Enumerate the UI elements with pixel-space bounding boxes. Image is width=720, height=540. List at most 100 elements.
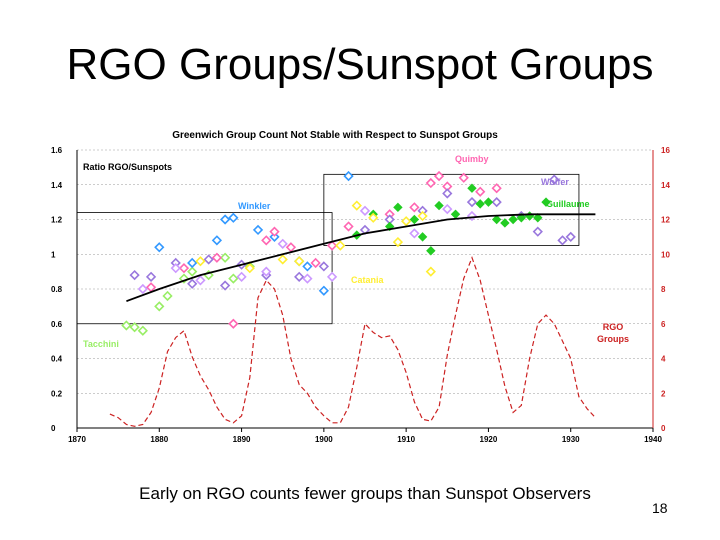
observer-label-quimby: Quimby (455, 154, 489, 164)
right-tick-label: 16 (661, 146, 670, 155)
point-winkler (154, 242, 165, 253)
x-tick-label: 1900 (315, 435, 333, 444)
point-catania (195, 256, 206, 267)
observer-label-wolfer: Wolfer (541, 177, 569, 187)
point-guillaume (417, 232, 428, 242)
point-winkler (211, 235, 223, 246)
x-tick-label: 1930 (562, 435, 580, 444)
point-quimby (425, 177, 436, 189)
point-winkler (269, 231, 280, 243)
point-winkler (219, 214, 231, 225)
rgo-groups-series (109, 256, 596, 427)
gridlines (77, 149, 653, 429)
point-other (302, 273, 313, 284)
point-wolfer (294, 271, 305, 282)
slide-caption: Early on RGO counts fewer groups than Su… (139, 484, 591, 503)
right-tick-label: 8 (661, 285, 666, 294)
point-winkler (318, 285, 329, 296)
point-wolfer (565, 231, 576, 243)
point-quimby (433, 170, 445, 182)
chart-title: Greenwich Group Count Not Stable with Re… (172, 130, 498, 141)
point-winkler (187, 257, 198, 269)
x-tick-label: 1910 (397, 435, 415, 444)
point-guillaume (483, 197, 494, 207)
point-wolfer (145, 271, 157, 282)
right-tick-label: 14 (661, 181, 670, 190)
left-tick-label: 0.4 (51, 355, 63, 364)
left-tick-label: 0.6 (51, 320, 63, 329)
point-catania (294, 256, 305, 267)
observer-label-tacchini: Tacchini (83, 339, 119, 349)
right-tick-label: 10 (661, 250, 670, 259)
point-other (359, 205, 371, 216)
point-guillaume (491, 214, 502, 225)
point-tacchini (162, 290, 173, 302)
point-catania (417, 210, 428, 222)
left-tick-label: 1.2 (51, 216, 63, 225)
point-quimby (409, 202, 420, 213)
point-other (195, 275, 206, 286)
right-tick-label: 0 (661, 424, 666, 433)
point-wolfer (203, 254, 214, 265)
point-tacchini (219, 252, 231, 263)
point-quimby (310, 257, 321, 269)
point-tacchini (187, 266, 198, 277)
point-catania (335, 240, 346, 251)
box-late (323, 173, 580, 246)
point-guillaume (541, 197, 551, 207)
point-quimby (211, 252, 223, 263)
point-guillaume (524, 211, 535, 221)
point-wolfer (466, 196, 478, 208)
point-catania (368, 212, 379, 223)
point-tacchini (129, 322, 140, 333)
x-tick-label: 1940 (644, 435, 662, 444)
point-wolfer (219, 280, 231, 291)
point-other (137, 283, 148, 295)
point-other (409, 228, 420, 239)
point-quimby (475, 186, 486, 197)
point-quimby (261, 235, 272, 246)
x-tick-label: 1870 (68, 435, 86, 444)
left-tick-label: 1 (51, 250, 56, 259)
point-wolfer (129, 269, 140, 281)
point-other (442, 203, 453, 215)
right-axis-label: RGO (603, 322, 624, 332)
point-wolfer (532, 226, 543, 237)
left-tick-label: 1.4 (51, 181, 63, 190)
observer-label-guillaume: Guillaume (546, 199, 590, 209)
right-tick-label: 6 (661, 320, 666, 329)
left-tick-label: 0.2 (51, 389, 63, 398)
chart-svg: 1870 1880 1890 1900 1910 1920 1930 1940 0 0.2 0.4 0… (51, 130, 670, 444)
right-tick-label: 2 (661, 389, 666, 398)
point-catania (244, 263, 255, 274)
point-other (170, 263, 181, 274)
chart-panel: 1870 1880 1890 1900 1910 1920 1930 1940 0 0.2 0.4 0… (35, 118, 685, 464)
point-other (466, 210, 478, 222)
point-other (326, 271, 338, 282)
page-number: 18 (652, 500, 668, 516)
point-tacchini (154, 301, 165, 312)
point-wolfer (491, 196, 502, 208)
point-other (277, 238, 288, 249)
point-guillaume (508, 214, 518, 225)
point-quimby (326, 240, 338, 251)
point-wolfer (442, 188, 453, 199)
point-quimby (458, 172, 469, 183)
ratio-trend-series (126, 213, 596, 303)
right-tick-label: 12 (661, 216, 670, 225)
point-other (236, 271, 247, 282)
point-quimby (228, 318, 239, 329)
left-tick-label: 1.6 (51, 146, 63, 155)
observer-label-catania: Catania (351, 275, 385, 285)
point-wolfer (549, 174, 560, 185)
right-axis-label: Groups (597, 334, 629, 344)
box-early (76, 212, 333, 325)
point-catania (401, 216, 412, 227)
annotation-boxes (76, 173, 580, 325)
point-wolfer (187, 278, 198, 289)
point-guillaume (516, 213, 527, 223)
point-catania (277, 254, 288, 265)
point-catania (351, 200, 362, 211)
x-tick-label: 1880 (150, 435, 168, 444)
rgo-groups-line (109, 256, 596, 427)
